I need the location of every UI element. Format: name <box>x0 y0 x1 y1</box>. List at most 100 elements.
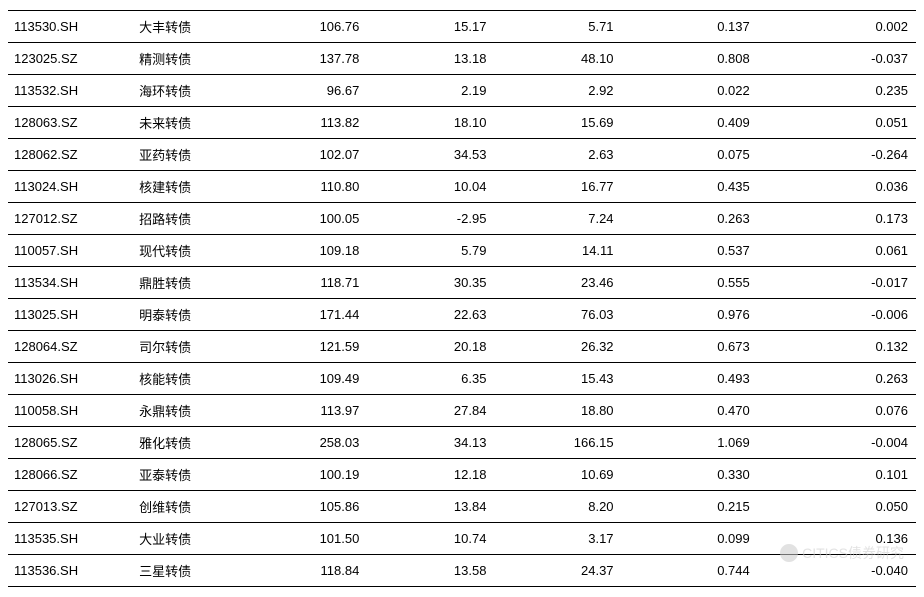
cell-value-4: 0.330 <box>644 459 780 491</box>
cell-value-3: 2.92 <box>516 75 643 107</box>
cell-value-3: 15.43 <box>516 363 643 395</box>
cell-name: 鼎胜转债 <box>135 267 262 299</box>
table-row: 113534.SH鼎胜转债118.7130.3523.460.555-0.017 <box>8 267 916 299</box>
cell-value-2: 2.19 <box>389 75 516 107</box>
cell-name: 大丰转债 <box>135 11 262 43</box>
cell-value-5: -0.006 <box>780 299 916 331</box>
cell-code: 113024.SH <box>8 171 135 203</box>
cell-value-4: 0.075 <box>644 139 780 171</box>
cell-value-4: 0.555 <box>644 267 780 299</box>
cell-value-1: 171.44 <box>262 299 389 331</box>
table-row: 113024.SH核建转债110.8010.0416.770.4350.036 <box>8 171 916 203</box>
cell-value-2: 18.10 <box>389 107 516 139</box>
cell-value-5: 0.051 <box>780 107 916 139</box>
watermark: CITICS债券研究 <box>780 543 904 563</box>
cell-value-1: 110.80 <box>262 171 389 203</box>
cell-value-4: 0.470 <box>644 395 780 427</box>
cell-name: 永鼎转债 <box>135 395 262 427</box>
cell-value-1: 106.76 <box>262 11 389 43</box>
cell-value-3: 2.63 <box>516 139 643 171</box>
cell-code: 113530.SH <box>8 11 135 43</box>
cell-value-3: 15.69 <box>516 107 643 139</box>
cell-value-1: 96.67 <box>262 75 389 107</box>
cell-value-2: 12.18 <box>389 459 516 491</box>
table-row: 113025.SH明泰转债171.4422.6376.030.976-0.006 <box>8 299 916 331</box>
cell-code: 128064.SZ <box>8 331 135 363</box>
table-row: 128064.SZ司尔转债121.5920.1826.320.6730.132 <box>8 331 916 363</box>
cell-value-4: 0.022 <box>644 75 780 107</box>
cell-value-3: 7.24 <box>516 203 643 235</box>
cell-value-4: 0.744 <box>644 555 780 587</box>
cell-name: 司尔转债 <box>135 331 262 363</box>
cell-value-3: 14.11 <box>516 235 643 267</box>
cell-code: 113025.SH <box>8 299 135 331</box>
table-row: 110057.SH现代转债109.185.7914.110.5370.061 <box>8 235 916 267</box>
cell-code: 113535.SH <box>8 523 135 555</box>
cell-code: 110058.SH <box>8 395 135 427</box>
table-body: 113530.SH大丰转债106.7615.175.710.1370.002 12… <box>8 11 916 587</box>
cell-value-2: 27.84 <box>389 395 516 427</box>
cell-name: 未来转债 <box>135 107 262 139</box>
cell-value-1: 137.78 <box>262 43 389 75</box>
cell-value-2: 30.35 <box>389 267 516 299</box>
cell-value-1: 113.97 <box>262 395 389 427</box>
cell-value-5: 0.076 <box>780 395 916 427</box>
cell-value-4: 1.069 <box>644 427 780 459</box>
cell-value-2: 10.74 <box>389 523 516 555</box>
cell-code: 128063.SZ <box>8 107 135 139</box>
table-row: 128062.SZ亚药转债102.0734.532.630.075-0.264 <box>8 139 916 171</box>
cell-value-5: 0.173 <box>780 203 916 235</box>
cell-value-2: 34.13 <box>389 427 516 459</box>
cell-code: 127012.SZ <box>8 203 135 235</box>
cell-code: 128066.SZ <box>8 459 135 491</box>
cell-value-4: 0.137 <box>644 11 780 43</box>
cell-value-1: 258.03 <box>262 427 389 459</box>
cell-value-1: 121.59 <box>262 331 389 363</box>
table-row: 113026.SH核能转债109.496.3515.430.4930.263 <box>8 363 916 395</box>
cell-value-4: 0.976 <box>644 299 780 331</box>
cell-value-4: 0.493 <box>644 363 780 395</box>
cell-code: 113534.SH <box>8 267 135 299</box>
cell-value-5: -0.037 <box>780 43 916 75</box>
cell-value-5: -0.004 <box>780 427 916 459</box>
cell-value-4: 0.537 <box>644 235 780 267</box>
cell-code: 110057.SH <box>8 235 135 267</box>
cell-value-1: 109.18 <box>262 235 389 267</box>
cell-value-2: 13.58 <box>389 555 516 587</box>
cell-value-3: 10.69 <box>516 459 643 491</box>
table-row: 127013.SZ创维转债105.8613.848.200.2150.050 <box>8 491 916 523</box>
cell-name: 明泰转债 <box>135 299 262 331</box>
cell-name: 雅化转债 <box>135 427 262 459</box>
cell-name: 精测转债 <box>135 43 262 75</box>
cell-code: 127013.SZ <box>8 491 135 523</box>
cell-value-2: 13.18 <box>389 43 516 75</box>
cell-value-2: -2.95 <box>389 203 516 235</box>
cell-name: 创维转债 <box>135 491 262 523</box>
cell-name: 海环转债 <box>135 75 262 107</box>
cell-code: 113532.SH <box>8 75 135 107</box>
cell-value-1: 118.84 <box>262 555 389 587</box>
cell-name: 亚药转债 <box>135 139 262 171</box>
cell-value-4: 0.673 <box>644 331 780 363</box>
cell-name: 现代转债 <box>135 235 262 267</box>
cell-value-1: 109.49 <box>262 363 389 395</box>
cell-value-2: 34.53 <box>389 139 516 171</box>
cell-value-2: 15.17 <box>389 11 516 43</box>
table-row: 113530.SH大丰转债106.7615.175.710.1370.002 <box>8 11 916 43</box>
cell-code: 113536.SH <box>8 555 135 587</box>
cell-value-5: 0.263 <box>780 363 916 395</box>
cell-value-2: 6.35 <box>389 363 516 395</box>
cell-name: 大业转债 <box>135 523 262 555</box>
cell-name: 亚泰转债 <box>135 459 262 491</box>
cell-value-5: 0.132 <box>780 331 916 363</box>
cell-value-5: 0.061 <box>780 235 916 267</box>
cell-value-5: -0.264 <box>780 139 916 171</box>
cell-value-4: 0.099 <box>644 523 780 555</box>
cell-code: 128065.SZ <box>8 427 135 459</box>
table-row: 127012.SZ招路转债100.05-2.957.240.2630.173 <box>8 203 916 235</box>
cell-value-3: 8.20 <box>516 491 643 523</box>
cell-value-3: 16.77 <box>516 171 643 203</box>
cell-value-4: 0.435 <box>644 171 780 203</box>
cell-value-5: 0.101 <box>780 459 916 491</box>
cell-value-5: -0.017 <box>780 267 916 299</box>
